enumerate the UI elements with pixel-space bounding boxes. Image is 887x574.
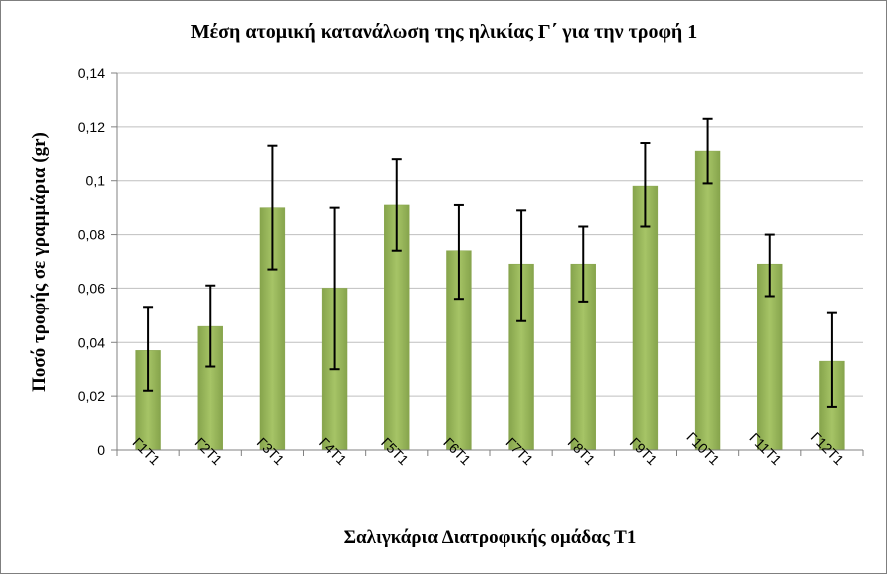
gridlines [117, 72, 863, 397]
y-tick-label: 0,14 [78, 65, 105, 81]
y-tick-label: 0,1 [86, 173, 106, 189]
error-bar [640, 142, 651, 228]
error-bar [578, 225, 589, 303]
bar [694, 150, 721, 451]
error-bar [329, 206, 340, 371]
x-axis-ticks: Γ1Τ1 Γ2Τ1 Γ3Τ1 Γ4Τ1 Γ5Τ1 Γ6Τ1 Γ7Τ1 Γ8Τ1 Γ9Τ1 Γ10Τ… [116, 429, 864, 468]
error-bar [764, 233, 775, 298]
error-bar [826, 311, 837, 408]
y-tick-label: 0,12 [78, 119, 105, 135]
y-tick-label: 0,08 [78, 227, 105, 243]
error-bar [453, 203, 464, 301]
y-axis-ticks: 0 0,02 0,04 0,06 0,08 0,1 0,12 0,14 [78, 65, 117, 458]
axes [116, 73, 863, 451]
bars [135, 150, 845, 451]
y-tick-label: 0,06 [78, 280, 105, 296]
error-bars [143, 117, 837, 408]
bar [632, 185, 659, 451]
y-tick-label: 0,02 [78, 388, 105, 404]
error-bar [391, 158, 402, 252]
error-bar [702, 117, 713, 185]
error-bar [143, 306, 154, 392]
y-tick-label: 0,04 [78, 334, 105, 350]
error-bar [205, 284, 216, 368]
error-bar [516, 209, 527, 322]
y-tick-label: 0 [97, 442, 105, 458]
y-axis-title: Ποσό τροφής σε γραμμάρια (gr) [29, 132, 50, 392]
error-bar [267, 144, 278, 271]
x-axis-title: Σαλιγκάρια Διατροφικής ομάδας Τ1 [344, 527, 637, 548]
chart-title: Μέση ατομική κατανάλωση της ηλικίας Γ΄ γ… [191, 21, 698, 43]
